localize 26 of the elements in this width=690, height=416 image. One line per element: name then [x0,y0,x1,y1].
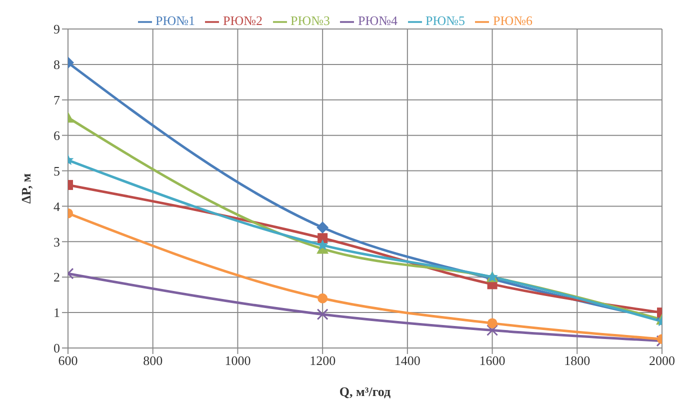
x-tick-label: 1200 [310,353,336,368]
legend-label: РЮ№6 [493,13,532,28]
x-tick-label: 1000 [224,353,251,368]
legend-label: РЮ№1 [156,13,195,28]
y-tick-label: 8 [54,57,60,72]
y-tick-label: 2 [54,270,60,285]
y-tick-label: 0 [54,340,60,356]
legend-label: РЮ№3 [290,13,330,28]
x-tick-label: 1600 [479,353,506,368]
y-tick-label: 6 [54,128,60,143]
y-tick-label: 9 [54,22,60,37]
x-tick-label: 800 [143,353,163,368]
y-axis-title: ΔP, м [18,173,34,204]
y-tick-label: 3 [54,234,60,250]
legend-label: РЮ№4 [358,13,398,28]
y-tick-label: 7 [54,92,60,108]
x-axis-title: Q, м³/год [339,384,392,399]
x-tick-label: 2000 [649,353,675,368]
y-tick-label: 5 [54,163,60,178]
y-tick-label: 1 [54,305,60,320]
x-tick-label: 600 [58,353,78,368]
y-tick-label: 4 [54,198,60,214]
x-tick-label: 1400 [394,353,420,368]
x-tick-label: 1800 [564,353,590,368]
legend-label: РЮ№2 [223,13,262,28]
legend-label: РЮ№5 [426,13,465,28]
